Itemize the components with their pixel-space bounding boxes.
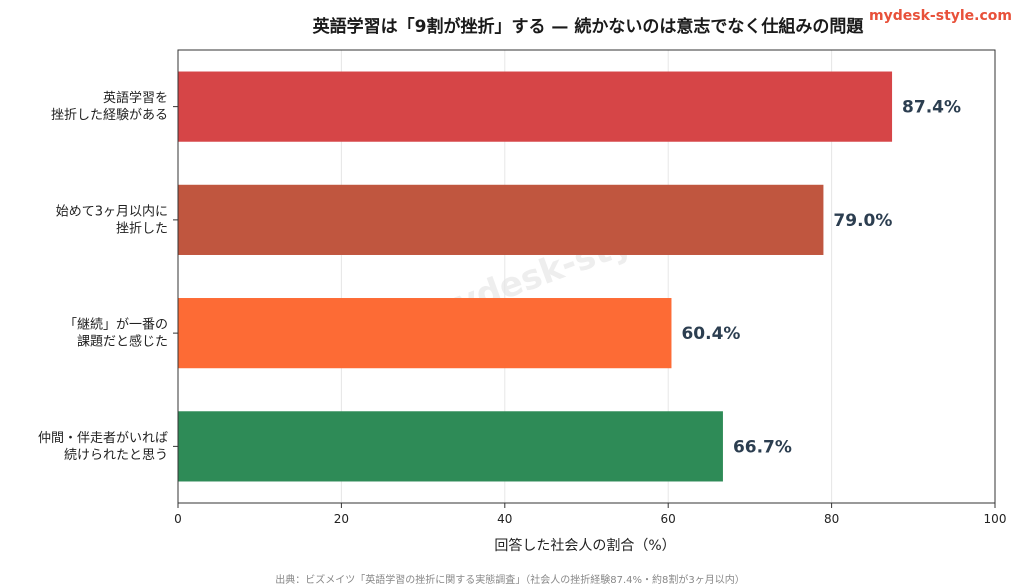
bars: 87.4% 79.0% 60.4% 66.7% xyxy=(178,71,961,482)
data-label: 60.4% xyxy=(681,324,740,344)
bar xyxy=(178,71,893,142)
y-axis: 英語学習を挫折した経験がある始めて3ヶ月以内に挫折した「継続」が一番の課題だと感… xyxy=(38,90,178,463)
category-label: 挫折した経験がある xyxy=(51,108,168,123)
bar xyxy=(178,184,824,255)
x-axis-label: 回答した社会人の割合（%） xyxy=(494,537,675,554)
x-axis: 0 20 40 60 80 100 xyxy=(174,503,1006,526)
brand-label: mydesk-style.com xyxy=(869,8,1012,24)
category-label: 「継続」が一番の xyxy=(64,318,168,333)
x-tick-label: 20 xyxy=(334,512,349,526)
category-label: 続けられたと思う xyxy=(64,448,168,463)
category-label: 仲間・伴走者がいれば xyxy=(38,431,168,446)
x-tick-label: 100 xyxy=(984,512,1007,526)
source-note: 出典：ビズメイツ「英語学習の挫折に関する実態調査」（社会人の挫折経験87.4%・… xyxy=(275,573,745,586)
bar xyxy=(178,298,672,369)
plot-frame xyxy=(177,49,996,504)
category-label: 課題だと感じた xyxy=(77,334,168,350)
data-label: 87.4% xyxy=(902,98,961,118)
x-tick-label: 0 xyxy=(174,512,182,526)
category-label: 英語学習を xyxy=(103,90,168,106)
data-label: 66.7% xyxy=(733,437,792,457)
chart-title: 英語学習は「9割が挫折」する — 続かないのは意志でなく仕組みの問題 xyxy=(313,16,865,37)
category-label: 始めて3ヶ月以内に xyxy=(56,203,168,219)
x-tick-label: 60 xyxy=(661,512,676,526)
category-label: 挫折した xyxy=(116,221,168,236)
data-label: 79.0% xyxy=(833,211,892,231)
x-tick-label: 40 xyxy=(497,512,512,526)
x-tick-label: 80 xyxy=(824,512,839,526)
bar xyxy=(178,411,723,482)
